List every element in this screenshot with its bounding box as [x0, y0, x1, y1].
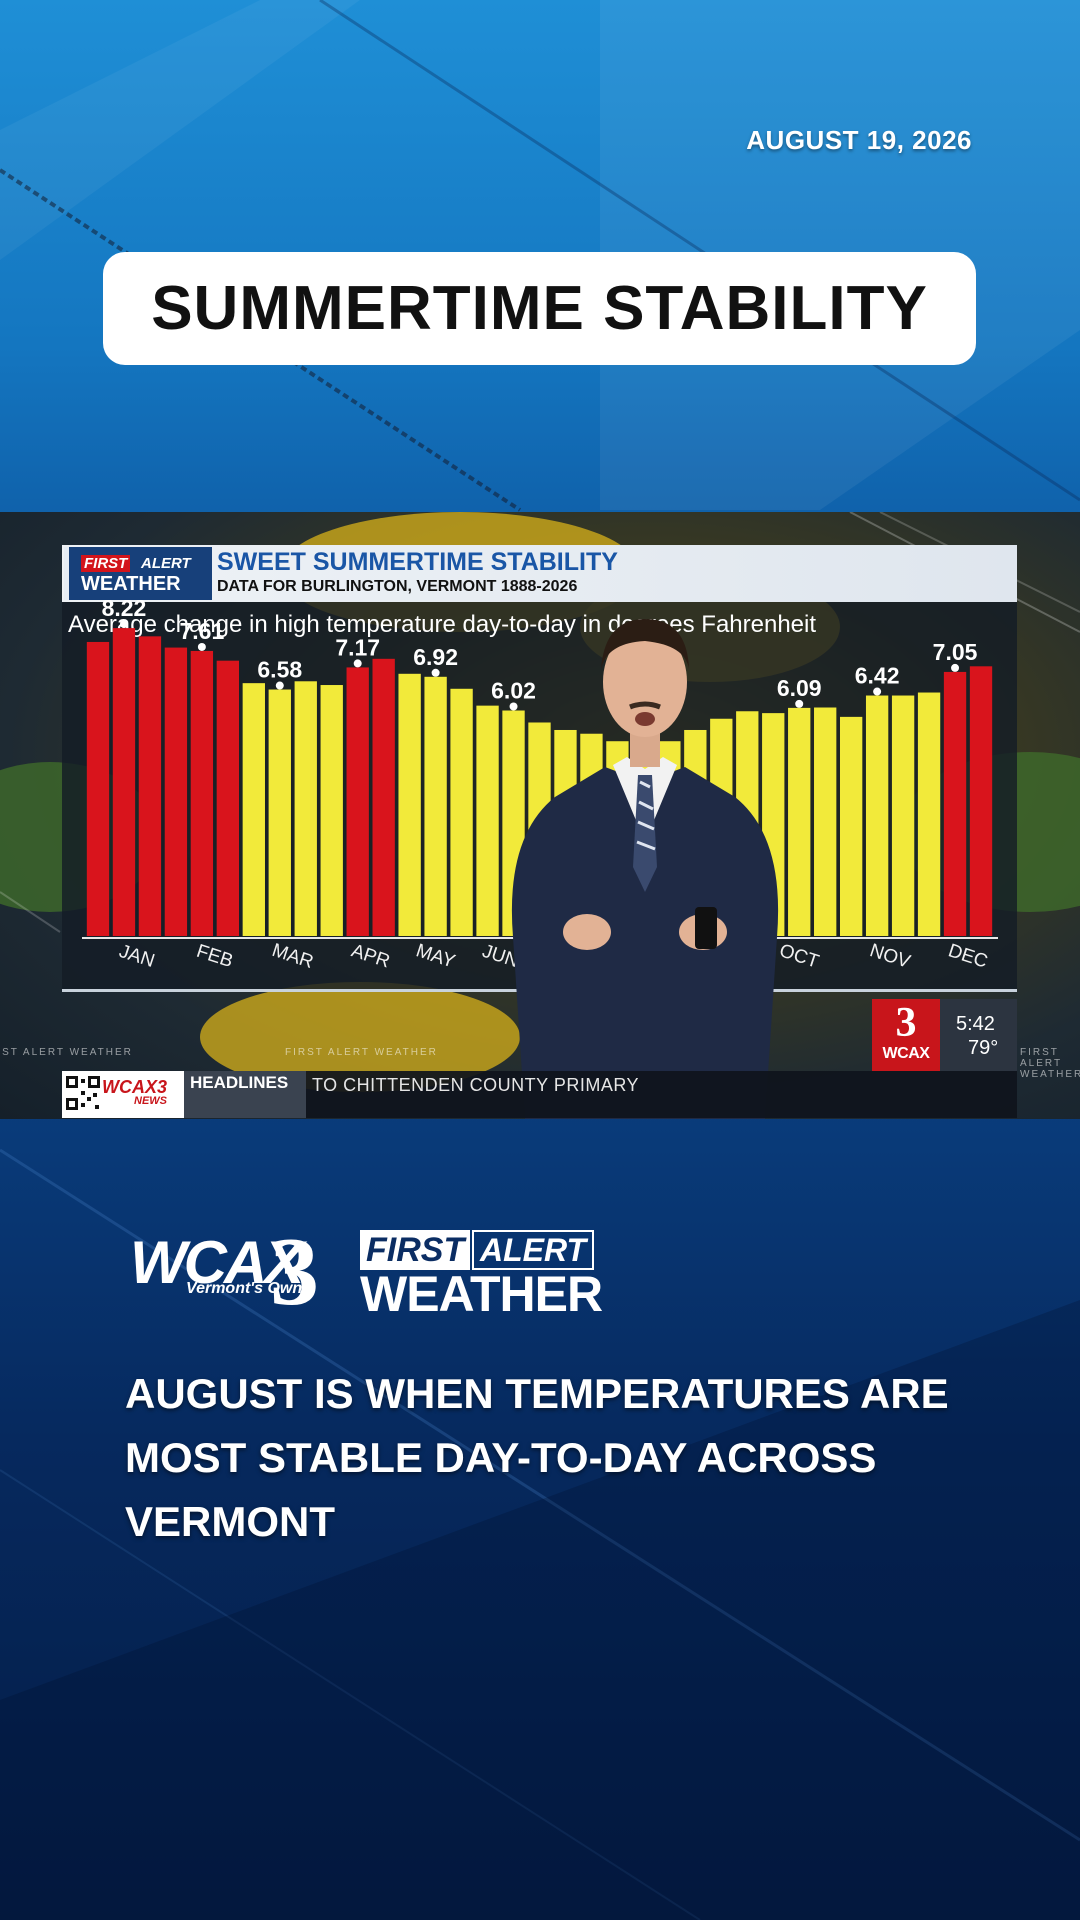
chart-bar — [372, 658, 395, 936]
chart-bar — [268, 689, 291, 936]
chart-bar — [788, 707, 811, 936]
data-point-marker — [873, 687, 882, 696]
qr-code-icon — [65, 1075, 101, 1111]
chart-bar — [242, 683, 265, 936]
data-label: 6.92 — [413, 644, 458, 670]
brand-three: 3 — [270, 1218, 319, 1326]
station-name: WCAX — [882, 1045, 930, 1062]
chart-bar — [112, 628, 136, 936]
ticker-text: FIRST ALERT WEATHER — [1020, 1047, 1080, 1080]
chart-bar — [476, 705, 499, 936]
chart-bar — [814, 707, 837, 936]
x-tick-label: APR — [349, 940, 393, 972]
data-point-marker — [353, 659, 362, 668]
chart-bar — [943, 671, 967, 936]
brand-tagline: Vermont's Own — [186, 1280, 303, 1297]
brand-weather: WEATHER — [360, 1266, 603, 1322]
brand-alert: ALERT — [472, 1230, 595, 1270]
broadcast-frame[interactable]: FIRST ALERT WEATHER SWEET SUMMERTIME STA… — [0, 512, 1080, 1119]
chart-bar — [190, 650, 214, 936]
chart-bar — [86, 641, 110, 936]
date-label: AUGUST 19, 2026 — [746, 125, 972, 155]
data-label: 7.05 — [933, 639, 978, 665]
station-bug: 3 WCAX 5:42 79° — [872, 999, 1017, 1071]
chart-bar — [346, 667, 369, 936]
data-point-marker — [197, 642, 206, 651]
data-label: 6.58 — [257, 657, 302, 683]
clock-time: 5:42 — [956, 1013, 995, 1035]
data-label: 6.09 — [777, 675, 822, 701]
wcax-first-alert-branding: WCAX 3 Vermont's Own FIRST ALERT WEATHER — [130, 1218, 650, 1326]
data-label: 6.42 — [855, 663, 900, 689]
page-title: SUMMERTIME STABILITY — [151, 274, 928, 343]
chart-bar — [839, 716, 863, 936]
ticker-text: FIRST ALERT WEATHER — [285, 1047, 438, 1058]
news-logo-sub: NEWS — [134, 1095, 168, 1107]
data-label: 8.22 — [102, 595, 147, 621]
headline-bar: WCAX3 NEWS HEADLINES TO CHITTENDEN COUNT… — [62, 1071, 1017, 1118]
title-banner: SUMMERTIME STABILITY — [103, 252, 976, 365]
data-label: 7.17 — [335, 634, 380, 660]
ticker-text: FIRST ALERT WEATHER — [0, 1047, 133, 1058]
story-caption: AUGUST IS WHEN TEMPERATURES ARE MOST STA… — [125, 1370, 949, 1545]
x-tick-label: DEC — [946, 940, 991, 972]
logo-weather: WEATHER — [81, 573, 181, 595]
chart-bar — [450, 688, 473, 936]
data-label: 6.02 — [491, 678, 536, 704]
current-temperature: 79° — [968, 1037, 999, 1059]
headlines-label: HEADLINES — [184, 1071, 306, 1118]
chart-bar — [320, 685, 343, 936]
x-tick-label: NOV — [867, 940, 913, 973]
logo-alert: ALERT — [141, 555, 191, 572]
data-label: 7.61 — [179, 618, 224, 644]
x-tick-label: MAR — [269, 940, 316, 973]
x-tick-label: FEB — [194, 941, 236, 972]
logo-first: FIRST — [81, 555, 131, 572]
graphic-header: FIRST ALERT WEATHER SWEET SUMMERTIME STA… — [62, 545, 1017, 602]
data-point-marker — [509, 702, 518, 711]
news-logo-box: WCAX3 NEWS — [62, 1071, 184, 1118]
reporter-figure — [511, 619, 779, 1119]
x-tick-label: MAY — [413, 940, 458, 972]
graphic-title: SWEET SUMMERTIME STABILITY — [217, 548, 618, 576]
chart-bar — [891, 695, 915, 936]
chart-bar — [294, 681, 317, 936]
chart-bar — [164, 647, 188, 936]
data-point-marker — [119, 620, 128, 629]
chart-bar — [424, 676, 447, 936]
data-point-marker — [951, 663, 960, 672]
news-logo-text: WCAX3 — [102, 1077, 168, 1097]
brand-wcax: WCAX — [130, 1229, 304, 1296]
data-point-marker — [275, 681, 284, 690]
chart-bar — [917, 692, 941, 936]
wcax-news-logo: WCAX3 NEWS — [102, 1077, 167, 1107]
graphic-subtitle: DATA FOR BURLINGTON, VERMONT 1888-2026 — [217, 578, 578, 595]
chart-subtitle: Average change in high temperature day-t… — [68, 611, 817, 638]
first-alert-logo: FIRST ALERT WEATHER — [64, 547, 212, 600]
chart-bar — [969, 666, 993, 936]
chart-bar — [398, 673, 421, 936]
headline-text: TO CHITTENDEN COUNTY PRIMARY — [312, 1075, 640, 1095]
lower-ticker: FIRST ALERT WEATHER FIRST ALERT WEATHER … — [0, 1042, 1080, 1080]
chart-bar — [865, 695, 889, 936]
data-point-marker — [795, 699, 804, 708]
brand-first: FIRST — [360, 1230, 471, 1270]
x-tick-label: JAN — [116, 941, 157, 972]
data-point-marker — [431, 668, 440, 677]
station-number: 3 — [895, 1000, 917, 1046]
chart-bar — [216, 660, 240, 936]
chart-bar — [138, 636, 162, 936]
wcax-logo: 3 WCAX — [872, 999, 940, 1071]
